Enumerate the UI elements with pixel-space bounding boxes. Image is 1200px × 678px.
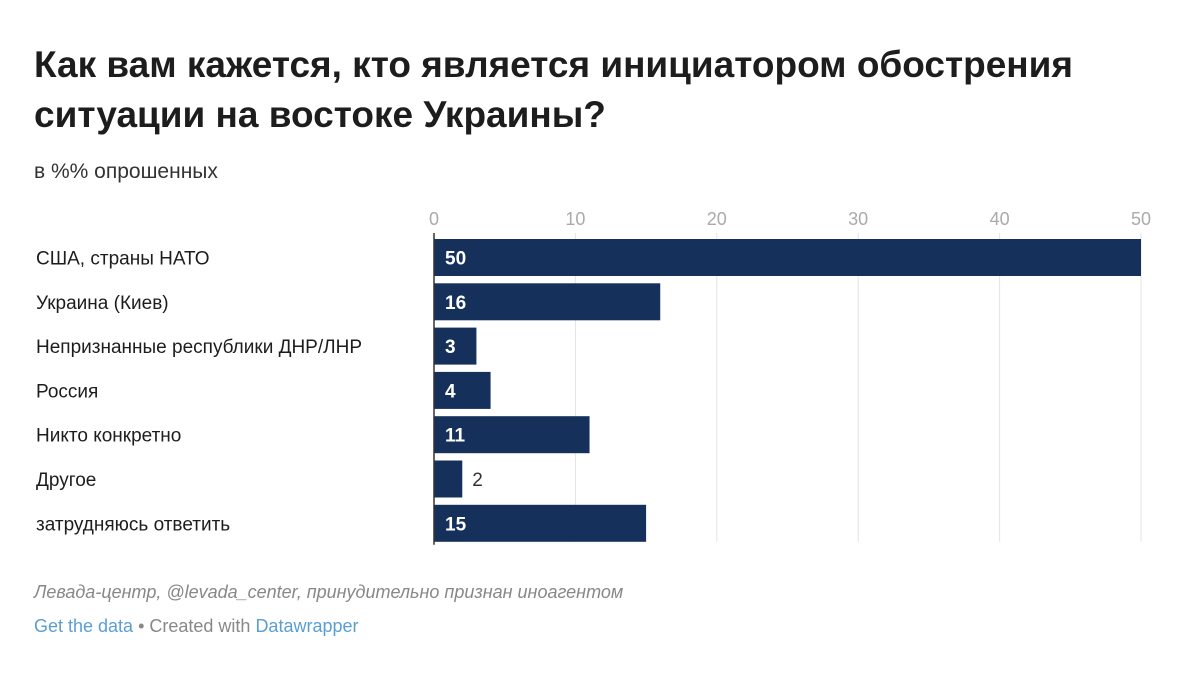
chart-title: Как вам кажется, кто является инициаторо… xyxy=(34,44,1073,135)
footer-separator: • Created with xyxy=(133,616,256,636)
x-tick-label-40: 40 xyxy=(990,209,1010,229)
chart-footer: Get the data • Created with Datawrapper xyxy=(34,616,359,637)
source-note: Левада-центр, @levada_center, принудител… xyxy=(34,582,624,602)
bar xyxy=(434,371,491,409)
chart-subtitle: в %% опрошенных xyxy=(34,160,218,183)
category-label: затрудняюсь ответить xyxy=(36,514,230,535)
x-tick-label-30: 30 xyxy=(848,209,868,229)
value-label: 11 xyxy=(445,426,466,447)
bar xyxy=(434,416,590,454)
category-label: Другое xyxy=(36,470,96,491)
bar-chart: 0 10 20 30 40 50 США, страны НАТО 50 Украина (Ки… xyxy=(36,209,1151,545)
value-label: 4 xyxy=(445,381,456,402)
value-label: 15 xyxy=(445,514,467,535)
x-tick-label-0: 0 xyxy=(429,209,439,229)
datawrapper-link[interactable]: Datawrapper xyxy=(255,616,359,636)
category-label: США, страны НАТО xyxy=(36,249,210,270)
bar xyxy=(434,504,647,542)
bar xyxy=(434,460,463,498)
category-label: Непризнанные республики ДНР/ЛНР xyxy=(36,337,362,358)
x-tick-label-20: 20 xyxy=(707,209,727,229)
bar xyxy=(434,327,477,365)
bar xyxy=(434,239,1141,276)
x-tick-label-50: 50 xyxy=(1131,209,1151,229)
bar xyxy=(434,283,661,321)
category-label: Россия xyxy=(36,381,98,402)
value-label: 3 xyxy=(445,337,456,358)
value-label: 2 xyxy=(472,470,483,491)
category-label: Никто конкретно xyxy=(36,426,181,447)
get-the-data-link[interactable]: Get the data xyxy=(34,616,134,636)
value-label: 50 xyxy=(445,249,466,270)
category-label: Украина (Киев) xyxy=(36,293,169,314)
value-label: 16 xyxy=(445,293,466,314)
x-tick-label-10: 10 xyxy=(565,209,585,229)
